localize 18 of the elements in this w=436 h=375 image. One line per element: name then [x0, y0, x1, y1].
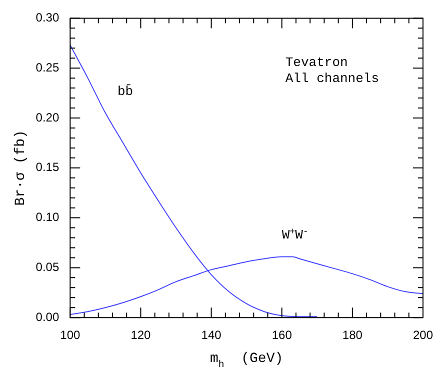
x-tick-label: 180: [342, 328, 363, 342]
y-tick-label: 0.30: [36, 10, 60, 25]
annotation: All channels: [285, 71, 380, 86]
x-tick-label: 200: [412, 328, 434, 342]
x-tick-label: 100: [60, 328, 80, 342]
y-tick-label: 0.05: [36, 260, 60, 274]
annotation: Tevatron: [285, 55, 348, 70]
x-tick-label: 120: [130, 328, 152, 342]
y-tick-label: 0.10: [36, 210, 60, 224]
y-axis-title: Br·σ (fb): [13, 130, 30, 206]
y-tick-label: 0.00: [36, 310, 60, 324]
y-tick-label: 0.20: [36, 110, 60, 124]
series-label: bb̄: [117, 84, 134, 100]
y-tick-label: 0.15: [36, 160, 60, 174]
series-label: W+W-: [282, 226, 308, 243]
x-tick-label: 140: [201, 328, 222, 342]
y-tick-label: 0.25: [36, 60, 60, 74]
x-tick-label: 160: [272, 328, 292, 342]
